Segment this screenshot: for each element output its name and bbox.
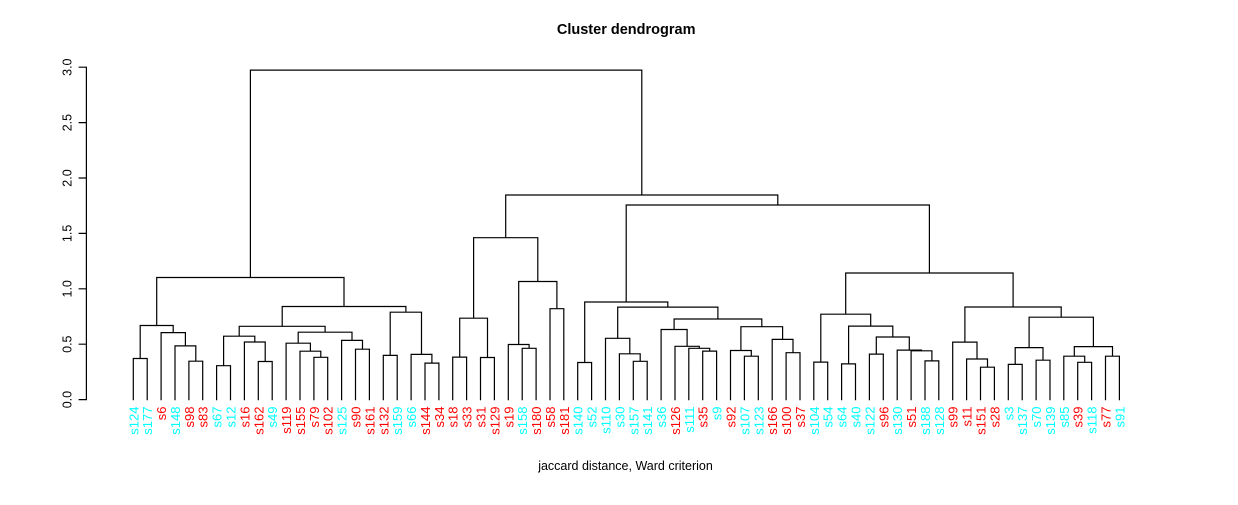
svg-text:s79: s79	[307, 407, 322, 428]
svg-text:s177: s177	[140, 407, 155, 435]
svg-text:3.0: 3.0	[60, 58, 74, 75]
svg-text:s58: s58	[543, 407, 558, 428]
svg-text:s36: s36	[654, 407, 669, 428]
svg-text:1.0: 1.0	[60, 280, 74, 297]
svg-text:s35: s35	[696, 407, 711, 428]
svg-text:s9: s9	[710, 407, 725, 421]
svg-text:s188: s188	[918, 407, 933, 435]
svg-text:s49: s49	[265, 407, 280, 428]
svg-text:s66: s66	[404, 407, 419, 428]
svg-text:s129: s129	[487, 407, 502, 435]
svg-text:s118: s118	[1085, 407, 1100, 434]
svg-text:s31: s31	[474, 407, 489, 428]
svg-text:s148: s148	[168, 407, 183, 435]
svg-text:s100: s100	[779, 407, 794, 435]
svg-text:s37: s37	[793, 407, 808, 428]
svg-text:Cluster dendrogram: Cluster dendrogram	[557, 22, 696, 38]
svg-text:s67: s67	[210, 407, 225, 428]
svg-text:s77: s77	[1099, 407, 1114, 428]
svg-text:s40: s40	[849, 407, 864, 428]
svg-text:s19: s19	[501, 407, 516, 428]
svg-text:s18: s18	[446, 407, 461, 428]
svg-text:s6: s6	[154, 407, 169, 421]
svg-text:s123: s123	[751, 407, 766, 435]
svg-text:s181: s181	[557, 407, 572, 435]
svg-text:s151: s151	[974, 407, 989, 435]
svg-text:s16: s16	[237, 407, 252, 428]
svg-text:s30: s30	[612, 407, 627, 428]
svg-text:s33: s33	[460, 407, 475, 428]
svg-text:s158: s158	[515, 407, 530, 435]
svg-text:s141: s141	[640, 407, 655, 435]
svg-text:s110: s110	[599, 407, 614, 434]
svg-text:s28: s28	[987, 407, 1002, 428]
svg-text:s125: s125	[335, 407, 350, 435]
svg-text:s39: s39	[1071, 407, 1086, 428]
svg-text:s83: s83	[196, 407, 211, 428]
svg-text:s70: s70	[1029, 407, 1044, 428]
svg-text:jaccard distance, Ward criteri: jaccard distance, Ward criterion	[537, 459, 713, 473]
svg-text:s111: s111	[682, 407, 697, 433]
svg-text:s85: s85	[1057, 407, 1072, 428]
svg-text:s64: s64	[835, 407, 850, 428]
svg-text:s139: s139	[1043, 407, 1058, 435]
svg-text:s99: s99	[946, 407, 961, 428]
svg-text:s102: s102	[321, 407, 336, 435]
svg-text:s140: s140	[571, 407, 586, 435]
svg-text:2.5: 2.5	[60, 114, 74, 131]
svg-text:s166: s166	[765, 407, 780, 435]
svg-text:2.0: 2.0	[60, 169, 74, 186]
svg-text:s132: s132	[376, 407, 391, 435]
svg-text:s107: s107	[737, 407, 752, 435]
svg-text:s155: s155	[293, 407, 308, 435]
svg-text:s162: s162	[251, 407, 266, 435]
svg-text:s98: s98	[182, 407, 197, 428]
svg-text:s126: s126	[668, 407, 683, 435]
svg-text:0.0: 0.0	[60, 391, 74, 408]
svg-text:s52: s52	[585, 407, 600, 428]
svg-text:s3: s3	[1001, 407, 1016, 421]
svg-text:s34: s34	[432, 407, 447, 428]
svg-text:s54: s54	[821, 407, 836, 428]
svg-text:s159: s159	[390, 407, 405, 435]
svg-text:s91: s91	[1112, 407, 1127, 428]
svg-text:s157: s157	[626, 407, 641, 435]
svg-text:1.5: 1.5	[60, 225, 74, 242]
svg-text:s119: s119	[279, 407, 294, 434]
svg-text:s130: s130	[890, 407, 905, 435]
svg-text:s122: s122	[862, 407, 877, 435]
svg-text:s11: s11	[960, 407, 975, 427]
svg-text:s128: s128	[932, 407, 947, 435]
svg-text:s137: s137	[1015, 407, 1030, 435]
svg-text:s104: s104	[807, 407, 822, 435]
svg-text:s92: s92	[724, 407, 739, 428]
svg-text:0.5: 0.5	[60, 335, 74, 352]
svg-text:s144: s144	[418, 407, 433, 435]
svg-text:s90: s90	[349, 407, 364, 428]
svg-text:s12: s12	[224, 407, 239, 428]
svg-text:s180: s180	[529, 407, 544, 435]
svg-text:s51: s51	[904, 407, 919, 428]
svg-text:s124: s124	[126, 407, 141, 435]
svg-text:s96: s96	[876, 407, 891, 428]
svg-text:s161: s161	[362, 407, 377, 435]
